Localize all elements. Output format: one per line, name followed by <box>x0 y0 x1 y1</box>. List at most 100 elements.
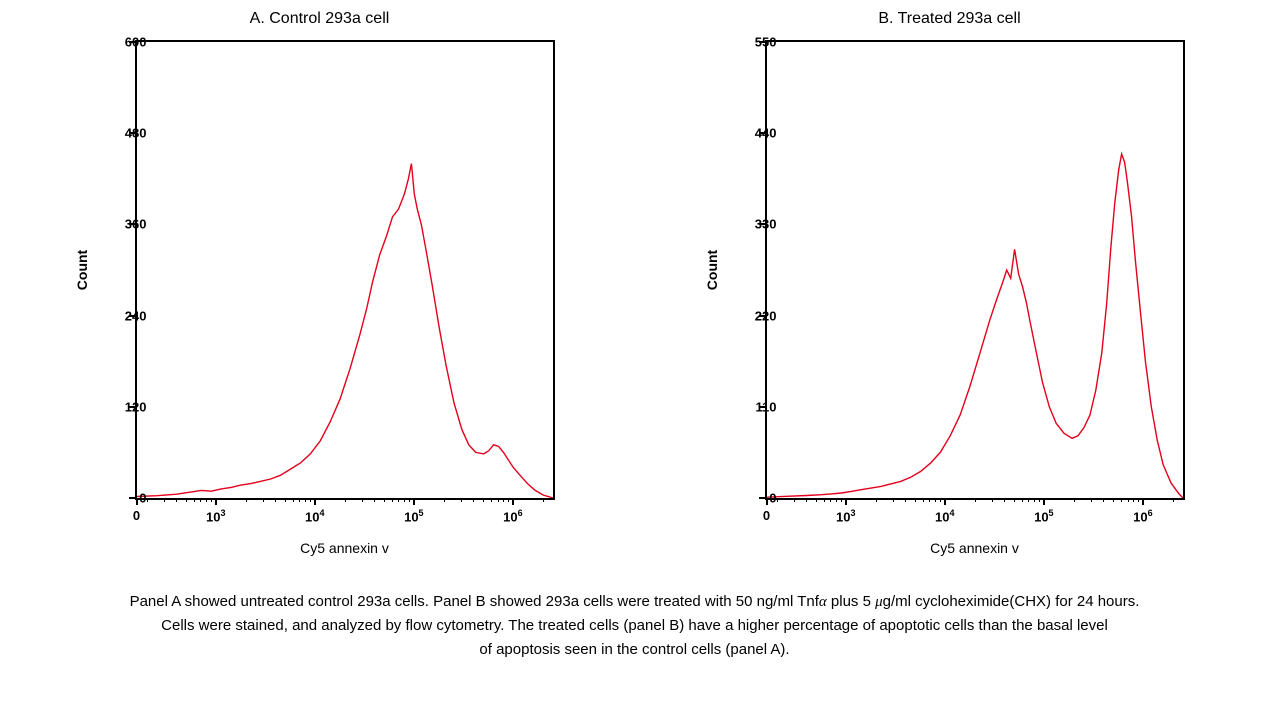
ytick-label: 0 <box>107 491 147 506</box>
xtick-mark <box>1043 498 1045 505</box>
xminor-tick-mark <box>824 498 825 502</box>
ytick-label: 600 <box>107 35 147 50</box>
xminor-tick-mark <box>305 498 306 502</box>
xminor-tick-mark <box>310 498 311 502</box>
panel-a: A. Control 293a cell Count 0120240360480… <box>65 10 575 570</box>
ytick-label: 240 <box>107 308 147 323</box>
xminor-tick-mark <box>1014 498 1015 502</box>
xminor-tick-mark <box>830 498 831 502</box>
panel-a-xlabel: Cy5 annexin v <box>135 540 555 556</box>
ytick-mark <box>129 41 135 43</box>
xminor-tick-mark <box>543 498 544 502</box>
xminor-tick-mark <box>194 498 195 502</box>
caption-alpha: α <box>819 594 827 610</box>
ytick-mark <box>759 223 765 225</box>
xminor-tick-mark <box>398 498 399 502</box>
ytick-label: 440 <box>737 126 777 141</box>
ytick-label: 360 <box>107 217 147 232</box>
ytick-mark <box>129 223 135 225</box>
xtick-mark <box>944 498 946 505</box>
xminor-tick-mark <box>1034 498 1035 502</box>
xminor-tick-mark <box>1028 498 1029 502</box>
xtick-label: 106 <box>503 508 522 524</box>
panels-row: A. Control 293a cell Count 0120240360480… <box>0 0 1269 570</box>
panel-b-histogram-line <box>767 154 1183 498</box>
xminor-tick-mark <box>794 498 795 502</box>
xminor-tick-mark <box>384 498 385 502</box>
xminor-tick-mark <box>345 498 346 502</box>
xtick-label: 106 <box>1133 508 1152 524</box>
panel-b: B. Treated 293a cell Count 0110220330440… <box>695 10 1205 570</box>
panel-a-ylabel-text: Count <box>75 250 91 290</box>
xminor-tick-mark <box>362 498 363 502</box>
xminor-tick-mark <box>992 498 993 502</box>
ytick-mark <box>759 41 765 43</box>
xminor-tick-mark <box>940 498 941 502</box>
xminor-tick-mark <box>1022 498 1023 502</box>
xminor-tick-mark <box>473 498 474 502</box>
xminor-tick-mark <box>915 498 916 502</box>
xminor-tick-mark <box>893 498 894 502</box>
xminor-tick-mark <box>200 498 201 502</box>
xtick-label: 103 <box>836 508 855 524</box>
ytick-mark <box>759 497 765 499</box>
xtick-label: 104 <box>305 508 324 524</box>
xminor-tick-mark <box>186 498 187 502</box>
panel-b-ylabel-text: Count <box>705 250 721 290</box>
xminor-tick-mark <box>836 498 837 502</box>
xminor-tick-mark <box>935 498 936 502</box>
ytick-mark <box>129 497 135 499</box>
ytick-mark <box>129 315 135 317</box>
xminor-tick-mark <box>263 498 264 502</box>
xtick-mark <box>512 498 514 505</box>
xtick-label: 0 <box>763 508 770 523</box>
xminor-tick-mark <box>461 498 462 502</box>
caption-line2: Cells were stained, and analyzed by flow… <box>161 617 1108 634</box>
xminor-tick-mark <box>1121 498 1122 502</box>
flow-cytometry-figure: A. Control 293a cell Count 0120240360480… <box>0 0 1269 709</box>
caption-mu: μ <box>875 594 883 610</box>
xminor-tick-mark <box>299 498 300 502</box>
ytick-label: 0 <box>737 491 777 506</box>
panel-a-histogram-line <box>137 164 553 498</box>
panel-a-svg <box>137 42 553 498</box>
xtick-label: 104 <box>935 508 954 524</box>
caption-line1-a: Panel A showed untreated control 293a ce… <box>130 593 819 610</box>
xminor-tick-mark <box>392 498 393 502</box>
ytick-mark <box>759 406 765 408</box>
xminor-tick-mark <box>246 498 247 502</box>
xminor-tick-mark <box>409 498 410 502</box>
panel-b-svg <box>767 42 1183 498</box>
xminor-tick-mark <box>147 498 148 502</box>
xminor-tick-mark <box>876 498 877 502</box>
ytick-mark <box>129 132 135 134</box>
caption-line3: of apoptosis seen in the control cells (… <box>479 641 789 658</box>
xminor-tick-mark <box>1138 498 1139 502</box>
xminor-tick-mark <box>444 498 445 502</box>
xtick-label: 0 <box>133 508 140 523</box>
xminor-tick-mark <box>404 498 405 502</box>
ytick-label: 220 <box>737 308 777 323</box>
ytick-mark <box>759 132 765 134</box>
xtick-mark <box>136 498 138 505</box>
xminor-tick-mark <box>1173 498 1174 502</box>
xminor-tick-mark <box>905 498 906 502</box>
xminor-tick-mark <box>508 498 509 502</box>
ytick-label: 550 <box>737 35 777 50</box>
panel-a-plot <box>135 40 555 500</box>
panel-a-title: A. Control 293a cell <box>65 10 575 28</box>
ytick-mark <box>759 315 765 317</box>
xtick-mark <box>413 498 415 505</box>
xminor-tick-mark <box>1039 498 1040 502</box>
xminor-tick-mark <box>1103 498 1104 502</box>
xminor-tick-mark <box>1133 498 1134 502</box>
xtick-label: 105 <box>404 508 423 524</box>
ytick-label: 120 <box>107 399 147 414</box>
panel-b-xlabel: Cy5 annexin v <box>765 540 1185 556</box>
xminor-tick-mark <box>503 498 504 502</box>
xtick-mark <box>845 498 847 505</box>
xminor-tick-mark <box>176 498 177 502</box>
xminor-tick-mark <box>374 498 375 502</box>
xminor-tick-mark <box>1128 498 1129 502</box>
xminor-tick-mark <box>923 498 924 502</box>
